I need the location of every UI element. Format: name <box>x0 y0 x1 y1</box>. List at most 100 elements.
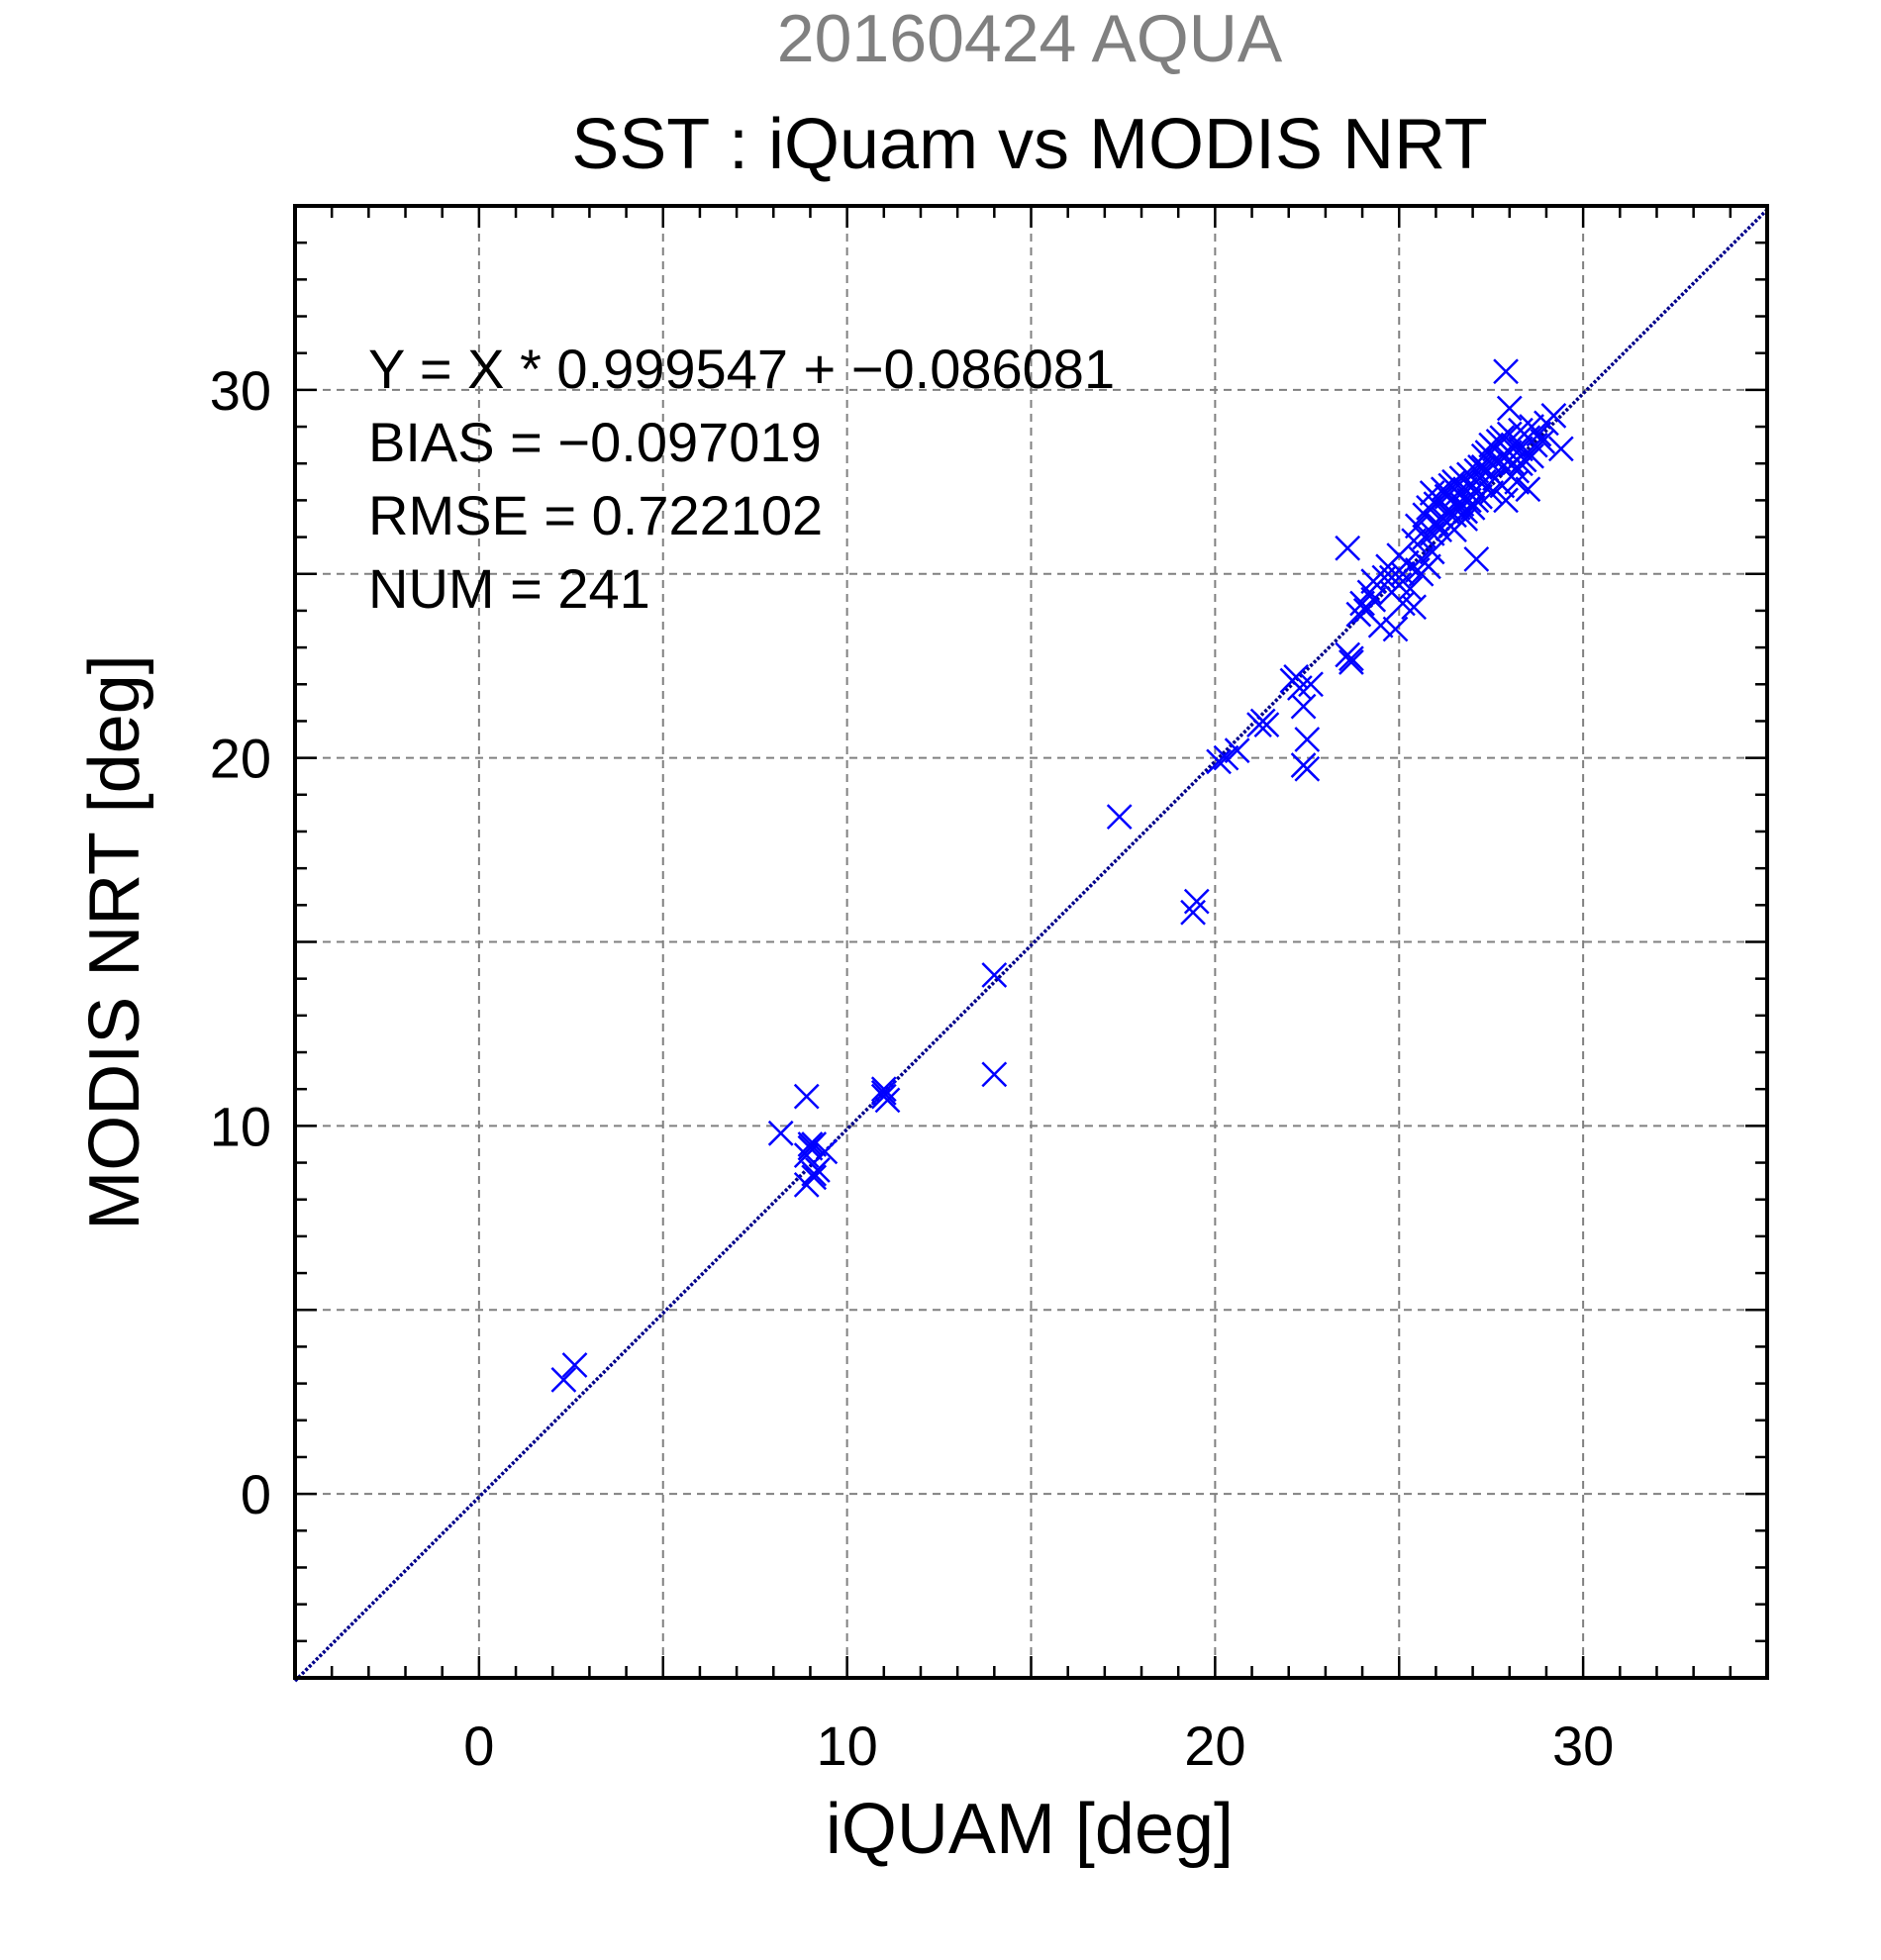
data-points <box>550 358 1574 1393</box>
data-point-stroke <box>1504 468 1531 495</box>
data-point-stroke <box>1496 395 1523 422</box>
data-point-stroke <box>1430 476 1456 503</box>
data-point <box>1360 586 1387 613</box>
data-point-stroke <box>1540 403 1567 429</box>
data-point <box>767 1120 794 1146</box>
stats-line-fit: Y = X * 0.999547 + −0.086081 <box>368 338 1115 400</box>
y-tick-label: 10 <box>210 1095 271 1157</box>
data-point-stroke <box>1448 465 1475 491</box>
data-point-stroke <box>1419 539 1445 565</box>
data-point-stroke <box>1294 727 1321 752</box>
data-point <box>1463 545 1490 572</box>
plot-frame <box>293 204 1769 1680</box>
data-point <box>1493 358 1519 385</box>
data-point <box>1401 594 1428 621</box>
x-tick-label: 0 <box>463 1715 494 1777</box>
data-point-stroke <box>1444 491 1471 518</box>
data-point <box>874 1087 901 1114</box>
data-point-stroke <box>870 1076 897 1103</box>
data-point <box>1213 744 1239 771</box>
data-point <box>793 1142 820 1168</box>
data-point-stroke <box>1253 712 1280 738</box>
data-point-stroke <box>1489 472 1516 499</box>
x-tick-label: 20 <box>1184 1715 1245 1777</box>
data-point-stroke <box>1338 645 1364 672</box>
data-point <box>1547 436 1574 462</box>
data-point-stroke <box>793 1083 820 1110</box>
data-point <box>1515 476 1541 503</box>
x-axis-label: iQUAM [deg] <box>826 1790 1234 1869</box>
stats-line-bias: BIAS = −0.097019 <box>368 411 822 473</box>
data-point-stroke <box>870 1080 897 1106</box>
data-point-stroke <box>1459 494 1486 521</box>
data-point <box>1294 755 1321 782</box>
data-point <box>1519 442 1544 469</box>
data-point <box>801 1164 828 1191</box>
data-point-stroke <box>1444 480 1471 506</box>
y-axis-label: MODIS NRT [deg] <box>75 654 154 1230</box>
data-point <box>1526 421 1552 447</box>
data-point <box>870 1080 897 1106</box>
y-tick-label: 30 <box>210 359 271 422</box>
data-point-stroke <box>561 1352 588 1378</box>
data-point <box>1423 509 1449 536</box>
data-point-stroke <box>1183 888 1210 915</box>
data-point <box>1294 727 1321 752</box>
data-point <box>793 1083 820 1110</box>
data-point-stroke <box>1378 564 1405 591</box>
data-point-stroke <box>1367 612 1394 638</box>
data-point-stroke <box>1463 545 1490 572</box>
data-point <box>1106 804 1133 830</box>
data-point <box>981 962 1008 988</box>
data-point-stroke <box>1290 693 1317 720</box>
data-point-stroke <box>767 1120 794 1146</box>
grid-lines <box>295 206 1767 1678</box>
data-point <box>1419 539 1445 565</box>
data-point-stroke <box>1401 594 1428 621</box>
data-point <box>1493 487 1519 514</box>
tick-labels: 0 10 20 30 0 10 20 30 <box>210 359 1615 1777</box>
data-point <box>1335 535 1361 561</box>
data-point-stroke <box>1463 487 1490 514</box>
data-point-stroke <box>1452 506 1479 532</box>
data-point <box>1367 612 1394 638</box>
data-point <box>1504 468 1531 495</box>
data-point-stroke <box>874 1087 901 1114</box>
y-tick-label: 20 <box>210 728 271 790</box>
data-point <box>1470 454 1497 480</box>
data-point <box>1298 671 1324 698</box>
data-point-stroke <box>1493 487 1519 514</box>
data-point-stroke <box>1493 358 1519 385</box>
data-point-stroke <box>1530 429 1556 454</box>
data-point <box>1496 395 1523 422</box>
data-point-stroke <box>1515 476 1541 503</box>
data-point <box>550 1366 577 1393</box>
stats-annotation: Y = X * 0.999547 + −0.086081 BIAS = −0.0… <box>368 338 1115 620</box>
data-point-stroke <box>1382 616 1409 642</box>
data-point-stroke <box>981 1061 1008 1088</box>
data-point-stroke <box>981 962 1008 988</box>
data-point-stroke <box>1352 598 1379 624</box>
data-point-stroke <box>1408 560 1435 587</box>
data-point-stroke <box>1478 480 1505 506</box>
stats-line-num: NUM = 241 <box>368 557 650 620</box>
data-point-stroke <box>1547 436 1574 462</box>
data-point-stroke <box>1519 442 1544 469</box>
data-point-stroke <box>812 1138 839 1165</box>
data-point <box>805 1157 831 1183</box>
data-point <box>1338 649 1364 675</box>
data-point-stroke <box>1338 649 1364 675</box>
chart-title: SST : iQuam vs MODIS NRT <box>571 105 1488 184</box>
data-point-stroke <box>1213 744 1239 771</box>
data-point-stroke <box>1298 671 1324 698</box>
data-point-stroke <box>1360 586 1387 613</box>
data-point-stroke <box>1455 461 1482 488</box>
data-point-stroke <box>1448 491 1475 518</box>
data-point-stroke <box>1390 590 1416 617</box>
data-point <box>1452 506 1479 532</box>
data-point-stroke <box>1423 509 1449 536</box>
x-tick-label: 30 <box>1552 1715 1614 1777</box>
data-point <box>561 1352 588 1378</box>
data-point <box>1459 494 1486 521</box>
data-point-stroke <box>1478 450 1505 477</box>
